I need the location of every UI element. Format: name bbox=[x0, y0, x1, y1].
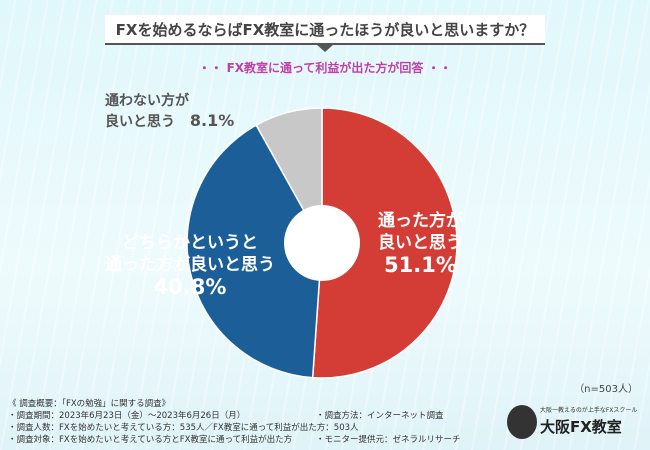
note-line: 《 調査概要：「FXの勉強」に関する調査》 bbox=[8, 399, 171, 409]
survey-notes: 《 調査概要：「FXの勉強」に関する調査》 ・調査期間：2023年6月23日（金… bbox=[8, 398, 461, 446]
label-line: どちらかというと bbox=[122, 233, 258, 253]
note-line: ・モニター提供元：ゼネラルリサーチ bbox=[316, 435, 461, 445]
slice-label-1: どちらかというと 通った方が良いと思う 40.8% bbox=[100, 232, 280, 298]
label-line: 通った方が bbox=[378, 211, 463, 231]
logo: 大阪一教えるのが上手なFXスクール 大阪FX教室 bbox=[505, 403, 645, 443]
value-label: 8.1% bbox=[189, 111, 235, 130]
note-line: ・調査期間：2023年6月23日（金）～2023年6月26日（月） bbox=[8, 411, 246, 421]
logo-name: 大阪FX教室 bbox=[540, 418, 622, 436]
pie-center-hole bbox=[284, 205, 360, 281]
label-line: 通った方が良いと思う bbox=[105, 255, 275, 275]
chart-title: FXを始めるならばFX教室に通ったほうが良いと思いますか？ bbox=[105, 15, 545, 52]
value-label: 51.1% bbox=[384, 253, 457, 277]
pie-slice-0 bbox=[311, 107, 458, 379]
slice-label-0: 通った方が 良いと思う 51.1% bbox=[378, 210, 463, 276]
label-line: 良いと思う bbox=[378, 233, 463, 253]
sample-size: （n=503人） bbox=[574, 384, 638, 395]
note-line: ・調査人数：FXを始めたいと考えている方：535人／FX教室に通って利益が出た方… bbox=[8, 423, 359, 433]
slice-label-2: 通わない方が 良いと思う 8.1% bbox=[105, 92, 234, 132]
pie-slice-1 bbox=[186, 124, 323, 379]
label-line: 良いと思う bbox=[105, 114, 175, 130]
logo-tagline: 大阪一教えるのが上手なFXスクール bbox=[540, 407, 638, 414]
note-line: ・調査対象：FXを始めたいと考えている方とFX教室に通って利益が出た方 bbox=[8, 435, 293, 445]
value-label: 40.8% bbox=[153, 275, 227, 299]
note-line: ・調査方法：インターネット調査 bbox=[316, 411, 444, 421]
cat-logo-icon bbox=[507, 405, 537, 439]
label-line: 通わない方が bbox=[105, 93, 189, 109]
chart-subtitle: ・・ FX教室に通って利益が出た方が回答 ・・ bbox=[198, 61, 452, 75]
